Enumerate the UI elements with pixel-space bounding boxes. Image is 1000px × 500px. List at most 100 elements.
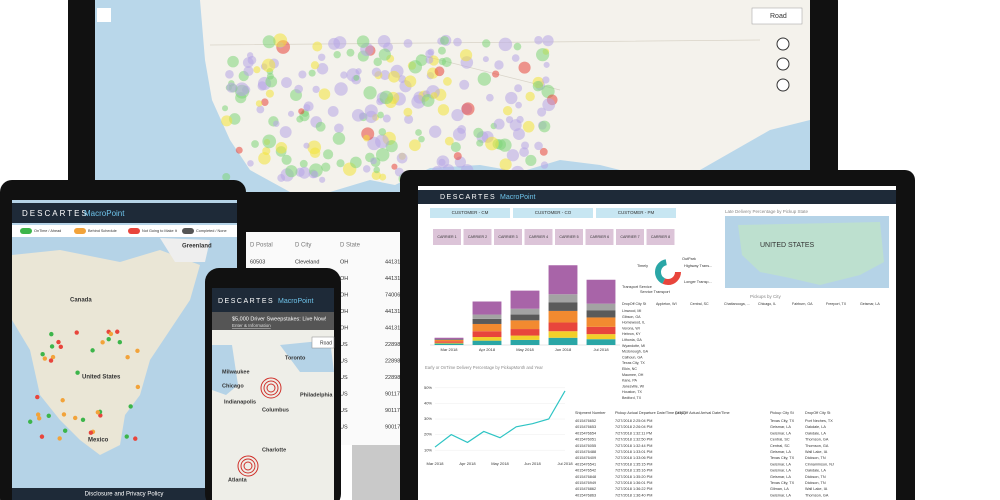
shipment-cell: 7/27/2018 2:25:04 PM (615, 419, 652, 423)
heat-blob (532, 80, 544, 92)
heat-blob (388, 70, 400, 83)
locate-button[interactable] (776, 37, 790, 51)
x-tick-label: Jul 2018 (593, 347, 609, 352)
cell: US (340, 358, 348, 364)
status-dot (57, 436, 62, 441)
shipment-header: Pickup Actual Departure Date/Time (UTC) (615, 411, 686, 415)
status-dot (80, 417, 86, 423)
carrier-filter[interactable] (555, 229, 583, 245)
heat-blob (534, 141, 543, 151)
product: MacroPoint (84, 209, 125, 218)
customer-filter[interactable] (513, 208, 593, 218)
legend-toggle[interactable] (74, 228, 86, 234)
tablet-dots (28, 329, 141, 441)
heat-blob (493, 118, 505, 130)
heat-blob (404, 114, 414, 124)
heat-blob (351, 108, 365, 122)
carrier-filter[interactable] (463, 229, 492, 245)
carrier-label: CARRIER 1 (437, 235, 456, 239)
map-mode-select[interactable] (751, 7, 803, 25)
shipment-cell: 7/27/2018 1:32:50 PM (615, 438, 652, 442)
x-tick-label: May 2018 (491, 461, 509, 466)
heat-blob (371, 67, 382, 77)
zoom-in[interactable] (776, 57, 790, 71)
heat-blob (540, 161, 549, 169)
heat-blob (362, 165, 371, 173)
heat-blob (438, 57, 447, 66)
pivot-row: Mcdonough, GA (622, 350, 649, 354)
heat-blob (534, 35, 543, 45)
legend-toggle[interactable] (182, 228, 194, 234)
legend-toggle[interactable] (20, 228, 32, 234)
heat-blob (375, 148, 390, 162)
heat-blob (281, 77, 292, 88)
heat-blob (398, 75, 407, 83)
status-dot (28, 419, 33, 424)
heat-blob (453, 152, 462, 161)
heat-blob (225, 70, 234, 79)
customer-filter[interactable] (430, 208, 510, 218)
heat-blob (363, 86, 377, 100)
bar-segment (586, 310, 616, 318)
carrier-label: CARRIER 3 (498, 235, 517, 239)
cell: Cleveland (295, 259, 319, 265)
pivot-row: Maumee, OH (622, 373, 644, 377)
heat-blob (323, 149, 334, 160)
shipment-cell: Gilman, LA (770, 487, 789, 491)
heat-blob (536, 48, 550, 62)
status-dot (108, 331, 114, 337)
heat-blob (485, 136, 499, 151)
footer[interactable]: Disclosure and Privacy Policy (85, 492, 164, 498)
donut-label: Highway Trans... (684, 264, 712, 268)
heat-blob (452, 127, 467, 141)
phone-rings (237, 377, 282, 477)
bar-segment (434, 339, 464, 342)
pivot-row: Wyandotte, MI (622, 344, 645, 348)
cell: 90017 (385, 424, 400, 430)
carrier-filter[interactable] (524, 229, 553, 245)
carrier-label: CARRIER 6 (590, 235, 609, 239)
carrier-filter[interactable] (585, 229, 614, 245)
heat-blob (378, 128, 387, 136)
shipment-header: Shipment Number (575, 411, 606, 415)
bar-segment (434, 337, 464, 340)
heat-blob (242, 57, 254, 68)
pivot-row: Hebron, KY (622, 332, 641, 336)
heat-blob (340, 71, 348, 79)
heat-blob (509, 119, 522, 132)
legend-label: Not Going to Make It (142, 229, 178, 233)
carrier-filter[interactable] (646, 229, 675, 245)
customer-filter[interactable] (596, 208, 676, 218)
heat-blob (378, 48, 391, 61)
map-mode-button[interactable] (311, 336, 335, 349)
status-dot (49, 344, 55, 349)
bar-segment (510, 339, 540, 345)
heat-blob (253, 66, 261, 74)
shipments-table: Shipment Number Pickup Actual Departure D… (575, 411, 834, 497)
heat-blob (275, 142, 288, 154)
carrier-filter[interactable] (494, 229, 522, 245)
carrier-filter[interactable] (433, 229, 461, 245)
status-dot (39, 434, 45, 439)
heat-blob (382, 114, 391, 123)
zoom-out[interactable] (776, 78, 790, 92)
layers-button[interactable] (97, 8, 111, 22)
x-tick-label: Jul 2018 (557, 461, 573, 466)
shipment-cell: Oakdale, LA (805, 469, 826, 473)
heat-blob (525, 154, 537, 167)
heat-blob (539, 147, 548, 156)
carrier-filter[interactable] (616, 229, 644, 245)
heat-blob (499, 158, 512, 171)
y-tick-label: 20% (424, 432, 432, 437)
heat-blob (522, 120, 535, 133)
heat-blob (365, 110, 378, 124)
shipment-cell: 7/27/2018 1:33:01 PM (615, 450, 652, 454)
heat-blob (227, 55, 239, 68)
banner-link[interactable]: Enter & Information (232, 323, 271, 328)
bar-segment (586, 279, 616, 304)
bar-segment (434, 339, 464, 340)
heat-blob (443, 77, 452, 86)
bar-segment (472, 340, 502, 345)
legend-toggle[interactable] (128, 228, 140, 234)
cell: OH (340, 292, 348, 298)
